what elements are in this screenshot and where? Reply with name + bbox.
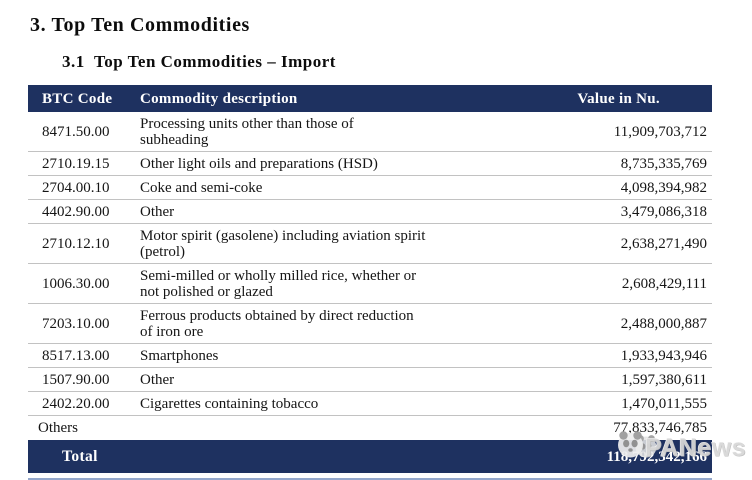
btc-code: 1507.90.00 <box>42 371 110 388</box>
header-btc-code: BTC Code <box>42 90 113 107</box>
commodity-description: Ferrous products obtained by direct redu… <box>140 307 414 340</box>
value: 1,470,011,555 <box>621 395 707 412</box>
commodity-description: Other light oils and preparations (HSD) <box>140 155 378 172</box>
table-row: 8517.13.00 Smartphones 1,933,943,946 <box>28 344 712 368</box>
btc-code: 8471.50.00 <box>42 123 110 140</box>
table-row: 2704.00.10 Coke and semi-coke 4,098,394,… <box>28 176 712 200</box>
header-commodity-description: Commodity description <box>140 90 298 107</box>
value: 1,933,943,946 <box>620 347 707 364</box>
table-row: 8471.50.00 Processing units other than t… <box>28 112 712 152</box>
table-row: 2710.12.10 Motor spirit (gasolene) inclu… <box>28 224 712 264</box>
table-row: 2710.19.15 Other light oils and preparat… <box>28 152 712 176</box>
others-label: Others <box>38 419 78 436</box>
others-value: 77,833,746,785 <box>613 419 707 436</box>
subsection-title: 3.1 Top Ten Commodities – Import <box>62 52 336 71</box>
table-row: 7203.10.00 Ferrous products obtained by … <box>28 304 712 344</box>
table-header-row: BTC Code Commodity description Value in … <box>28 85 712 112</box>
btc-code: 2402.20.00 <box>42 395 110 412</box>
btc-code: 2704.00.10 <box>42 179 110 196</box>
section-title: 3. Top Ten Commodities <box>30 14 250 36</box>
value: 2,488,000,887 <box>620 315 707 332</box>
table-row: 1507.90.00 Other 1,597,380,611 <box>28 368 712 392</box>
btc-code: 2710.12.10 <box>42 235 110 252</box>
btc-code: 1006.30.00 <box>42 275 110 292</box>
value: 2,608,429,111 <box>621 275 707 292</box>
table-total-row: Total 118,792,342,166 <box>28 440 712 473</box>
btc-code: 8517.13.00 <box>42 347 110 364</box>
commodity-description: Coke and semi-coke <box>140 179 263 196</box>
value: 11,909,703,712 <box>613 123 707 140</box>
commodity-description: Processing units other than those of sub… <box>140 115 354 148</box>
btc-code: 7203.10.00 <box>42 315 110 332</box>
value: 4,098,394,982 <box>620 179 707 196</box>
total-value: 118,792,342,166 <box>606 448 707 465</box>
commodity-description: Motor spirit (gasolene) including aviati… <box>140 227 426 260</box>
table-row-others: Others 77,833,746,785 <box>28 416 712 439</box>
btc-code: 2710.19.15 <box>42 155 110 172</box>
table-row: 4402.90.00 Other 3,479,086,318 <box>28 200 712 224</box>
commodity-description: Other <box>140 203 175 220</box>
table-row: 2402.20.00 Cigarettes containing tobacco… <box>28 392 712 416</box>
value: 1,597,380,611 <box>621 371 707 388</box>
table-row: 1006.30.00 Semi-milled or wholly milled … <box>28 264 712 304</box>
value: 3,479,086,318 <box>620 203 707 220</box>
total-label: Total <box>62 447 98 465</box>
commodity-description: Cigarettes containing tobacco <box>140 395 319 412</box>
commodity-description: Semi-milled or wholly milled rice, wheth… <box>140 267 417 300</box>
value: 2,638,271,490 <box>620 235 707 252</box>
header-value-in-nu: Value in Nu. <box>577 90 660 107</box>
btc-code: 4402.90.00 <box>42 203 110 220</box>
commodity-description: Smartphones <box>140 347 219 364</box>
commodities-import-table: BTC Code Commodity description Value in … <box>28 85 712 480</box>
value: 8,735,335,769 <box>620 155 707 172</box>
commodity-description: Other <box>140 371 175 388</box>
